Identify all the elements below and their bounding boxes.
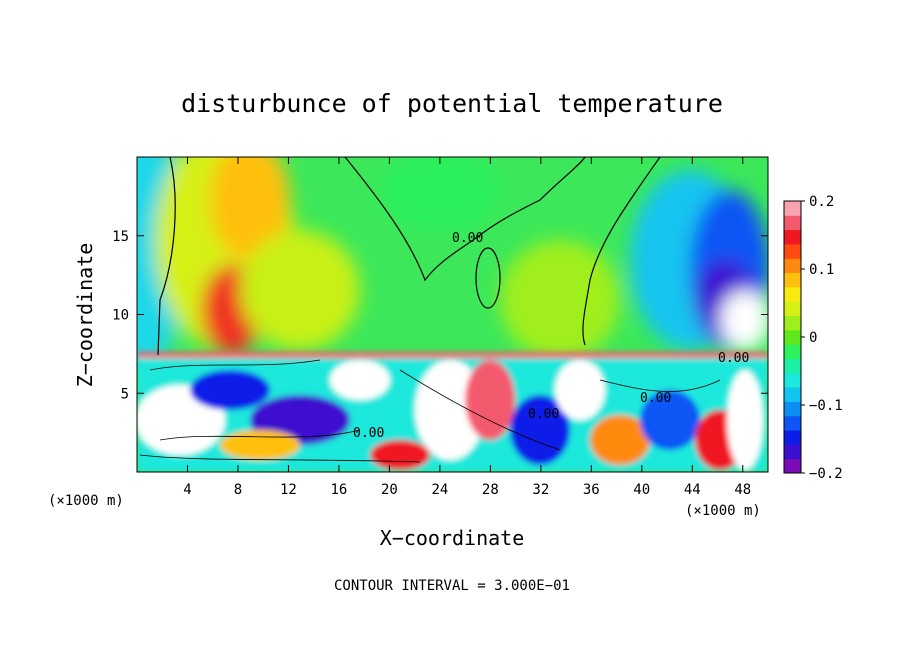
contour-label: 0.00: [353, 426, 384, 441]
x-unit-left: (×1000 m): [48, 493, 124, 509]
colorbar-swatch: [784, 201, 801, 216]
x-axis: 4 8 12 16 20 24 28 32 36 40 44 48: [183, 157, 751, 498]
y-axis: 5 10 15: [112, 229, 768, 402]
x-tick-label: 8: [234, 482, 242, 498]
x-tick-label: 48: [734, 482, 751, 498]
colorbar-tick-label: −0.2: [809, 466, 843, 482]
colorbar-swatch: [784, 430, 801, 445]
contour-label: 0.00: [452, 231, 483, 246]
colorbar-swatch: [784, 415, 801, 431]
chart-title: disturbunce of potential temperature: [181, 89, 723, 118]
y-tick-label: 15: [112, 229, 129, 245]
y-tick-label: 5: [121, 386, 129, 402]
colorbar-swatch: [784, 358, 801, 374]
contour-interval-note: CONTOUR INTERVAL = 3.000E−01: [334, 578, 570, 594]
colorbar-tick-label: −0.1: [809, 398, 843, 414]
x-tick-label: 40: [633, 482, 650, 498]
plot-field: [137, 157, 768, 472]
colorbar-swatch: [784, 243, 801, 259]
x-tick-label: 36: [583, 482, 600, 498]
x-tick-label: 44: [684, 482, 701, 498]
contour-labels: 0.00 0.00 0.00 0.00 0.00: [353, 231, 749, 441]
colorbar-swatch: [784, 372, 801, 388]
contour-label: 0.00: [718, 351, 749, 366]
colorbar-swatch: [784, 286, 801, 302]
x-tick-label: 24: [431, 482, 448, 498]
x-tick-label: 20: [381, 482, 398, 498]
colorbar-swatch: [784, 444, 801, 460]
colorbar-swatch: [784, 229, 801, 245]
colorbar-swatch: [784, 215, 801, 231]
colorbar-tick-label: 0.2: [809, 194, 834, 210]
x-tick-label: 16: [330, 482, 347, 498]
contour-label: 0.00: [640, 391, 671, 406]
colorbar-tick-label: 0: [809, 330, 817, 346]
colorbar-swatch: [784, 401, 801, 417]
colorbar-swatch: [784, 258, 801, 274]
contour-label: 0.00: [528, 407, 559, 422]
y-tick-label: 10: [112, 308, 129, 324]
x-tick-label: 32: [532, 482, 549, 498]
colorbar-swatch: [784, 301, 801, 317]
colorbar-tick-label: 0.1: [809, 262, 834, 278]
x-tick-label: 12: [280, 482, 297, 498]
y-axis-label: Z−coordinate: [73, 243, 97, 388]
colorbar-swatch: [784, 315, 801, 331]
colorbar-swatch: [784, 329, 801, 345]
colorbar: 0.2 0.1 0 −0.1 −0.2: [783, 194, 843, 482]
x-axis-label: X−coordinate: [380, 526, 525, 550]
colorbar-swatch: [784, 387, 801, 402]
colorbar-swatch: [784, 344, 801, 359]
colorbar-swatch: [784, 272, 801, 288]
colorbar-swatch: [784, 458, 801, 474]
x-unit-right: (×1000 m): [685, 503, 761, 519]
x-tick-label: 28: [482, 482, 499, 498]
x-tick-label: 4: [183, 482, 191, 498]
